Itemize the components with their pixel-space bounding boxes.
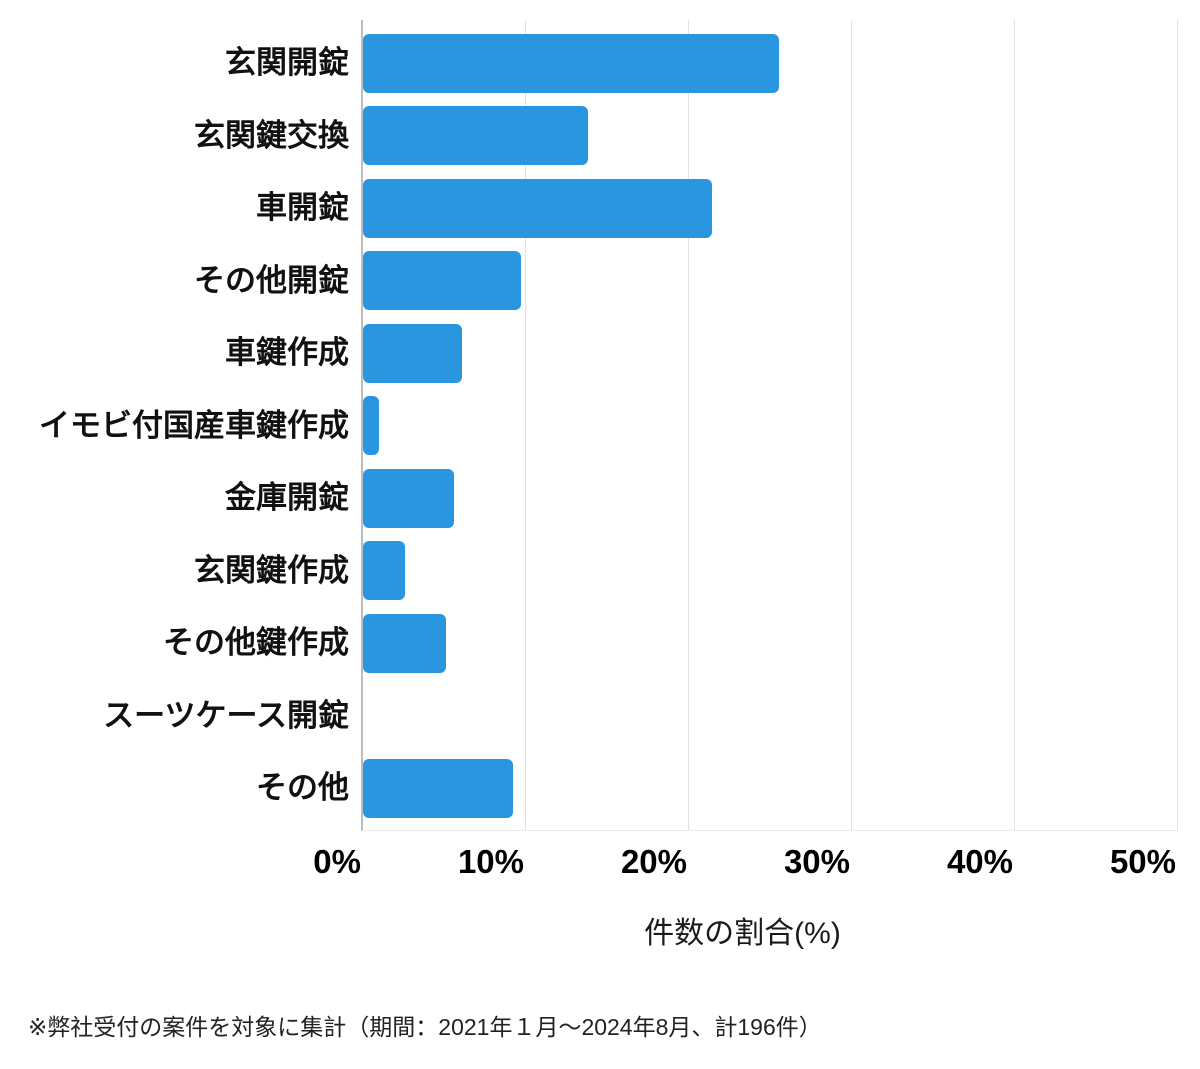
category-label: その他 (256, 770, 349, 805)
bar (363, 613, 447, 673)
x-tick-label: 0% (313, 843, 361, 880)
category-label: イモビ付国産車鍵作成 (39, 407, 349, 443)
x-axis-title: 件数の割合(%) (644, 917, 841, 950)
x-tick-label: 40% (946, 843, 1013, 880)
x-tick-label: 30% (783, 843, 850, 880)
bar (363, 178, 712, 238)
gridline (688, 20, 689, 830)
bar (363, 396, 380, 456)
bar (363, 323, 463, 383)
bar (363, 251, 522, 311)
bar (363, 541, 406, 601)
category-label: 車開錠 (256, 190, 349, 225)
x-tick-label: 50% (1109, 843, 1176, 880)
gridline (1177, 20, 1178, 830)
category-label: 金庫開錠 (225, 480, 349, 515)
gridline (1014, 20, 1015, 830)
gridline (525, 20, 526, 830)
x-tick-label: 20% (620, 843, 687, 880)
category-label: その他鍵作成 (163, 625, 349, 660)
category-label: 車鍵作成 (225, 335, 349, 370)
bar (363, 33, 779, 93)
bar (363, 468, 455, 528)
category-label: その他開錠 (194, 262, 349, 298)
category-label: スーツケース開錠 (103, 697, 349, 733)
x-tick-label: 10% (457, 843, 524, 880)
gridline (851, 20, 852, 830)
bar (363, 106, 588, 166)
bar (363, 758, 513, 818)
category-label: 玄関鍵交換 (194, 117, 349, 153)
category-label: 玄関開錠 (225, 45, 349, 80)
category-label: 玄関鍵作成 (194, 552, 349, 588)
plot-area (361, 20, 1178, 831)
footnote: ※弊社受付の案件を対象に集計（期間：2021年１月～2024年8月、計196件） (28, 1014, 822, 1040)
